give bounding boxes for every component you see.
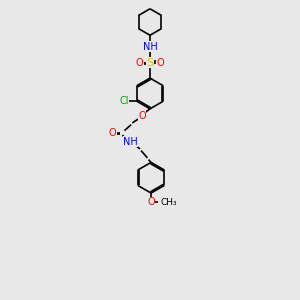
- Text: S: S: [146, 58, 154, 68]
- Text: CH₃: CH₃: [161, 197, 177, 206]
- Text: O: O: [138, 111, 146, 121]
- Text: O: O: [109, 128, 116, 138]
- Text: NH: NH: [123, 137, 138, 147]
- Text: Cl: Cl: [119, 96, 129, 106]
- Text: O: O: [157, 58, 164, 68]
- Text: NH: NH: [142, 42, 158, 52]
- Text: O: O: [136, 58, 143, 68]
- Text: O: O: [147, 197, 155, 207]
